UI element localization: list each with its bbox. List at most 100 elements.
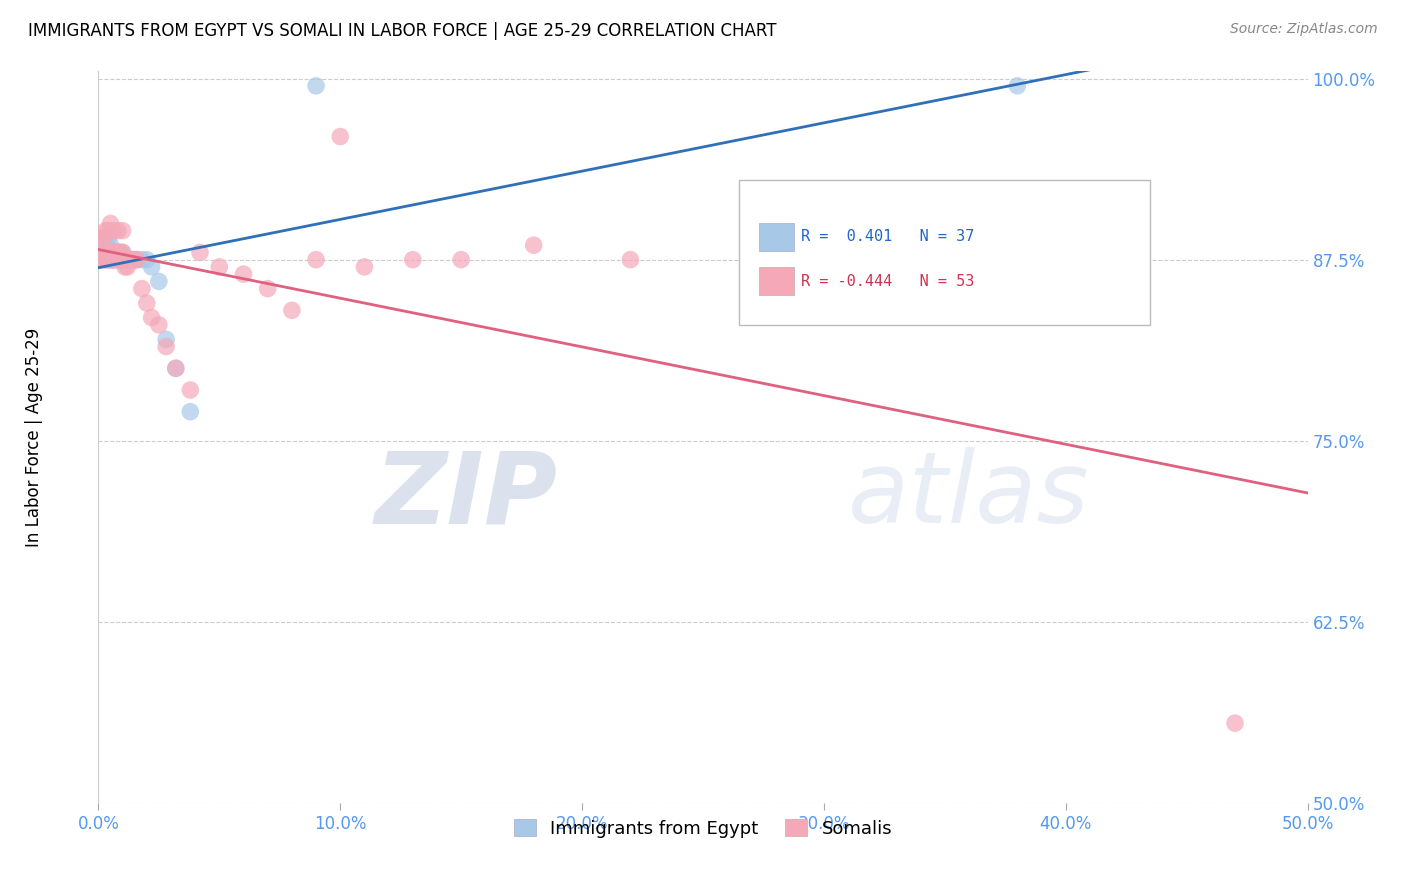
Point [523,238,546,252]
Point [97,245,120,260]
Point [155,340,177,354]
Point [94,245,117,260]
Point [450,252,472,267]
Point [118,252,141,267]
Point [281,303,304,318]
Text: R =  0.401   N = 37: R = 0.401 N = 37 [801,229,974,244]
Point [104,252,127,267]
Point [90,231,112,245]
Legend: Immigrants from Egypt, Somalis: Immigrants from Egypt, Somalis [506,813,900,845]
Point [90,252,112,267]
Point [101,245,124,260]
Point [107,245,129,260]
Point [179,383,201,397]
Point [97,252,120,267]
Text: IMMIGRANTS FROM EGYPT VS SOMALI IN LABOR FORCE | AGE 25-29 CORRELATION CHART: IMMIGRANTS FROM EGYPT VS SOMALI IN LABOR… [28,22,776,40]
Point [91,252,114,267]
FancyBboxPatch shape [740,180,1150,325]
FancyBboxPatch shape [759,222,794,251]
Point [104,245,127,260]
Point [94,224,117,238]
Point [155,332,177,346]
Point [100,245,122,260]
Point [111,252,134,267]
Point [135,296,157,310]
Point [353,260,375,274]
Point [101,224,124,238]
Point [100,252,122,267]
Point [305,78,328,93]
Point [141,310,163,325]
Point [179,405,201,419]
Point [100,252,122,267]
Point [94,238,117,252]
Point [165,361,187,376]
Point [232,267,254,281]
Point [127,252,149,267]
Point [114,260,136,274]
Text: R = -0.444   N = 53: R = -0.444 N = 53 [801,274,974,289]
Point [108,245,131,260]
Point [108,252,131,267]
Point [135,252,157,267]
Point [111,245,134,260]
Point [91,231,114,245]
Point [131,282,153,296]
Point [94,252,117,267]
Point [619,252,641,267]
Point [107,245,129,260]
Point [101,252,124,267]
Point [97,224,120,238]
Point [1223,716,1246,731]
Point [97,245,120,260]
Point [148,274,170,288]
Text: ZIP: ZIP [375,447,558,544]
Point [108,252,131,267]
Point [94,245,117,260]
Point [117,260,139,274]
Point [108,245,131,260]
Text: Source: ZipAtlas.com: Source: ZipAtlas.com [1230,22,1378,37]
Point [101,252,124,267]
Point [124,252,146,267]
Point [94,252,117,267]
Point [107,224,129,238]
Point [111,224,134,238]
Point [90,252,112,267]
Point [100,216,122,230]
Point [121,252,143,267]
Text: atlas: atlas [848,447,1090,544]
Point [111,252,134,267]
Point [91,245,114,260]
Point [104,245,127,260]
Point [107,252,129,267]
Point [127,252,149,267]
Point [101,245,124,260]
Point [97,252,120,267]
Point [117,252,139,267]
Point [256,282,278,296]
Point [329,129,352,144]
Point [208,260,231,274]
Point [100,245,122,260]
Point [124,252,146,267]
Point [111,245,134,260]
Point [91,231,114,245]
Point [118,252,141,267]
Point [148,318,170,332]
Point [305,252,328,267]
Point [114,252,136,267]
Point [1007,78,1029,93]
Point [104,252,127,267]
Y-axis label: In Labor Force | Age 25-29: In Labor Force | Age 25-29 [25,327,42,547]
Point [188,245,211,260]
Point [165,361,187,376]
Point [131,252,153,267]
Point [121,252,143,267]
FancyBboxPatch shape [759,267,794,295]
Point [97,231,120,245]
Point [100,238,122,252]
Point [141,260,163,274]
Point [910,252,932,267]
Point [107,252,129,267]
